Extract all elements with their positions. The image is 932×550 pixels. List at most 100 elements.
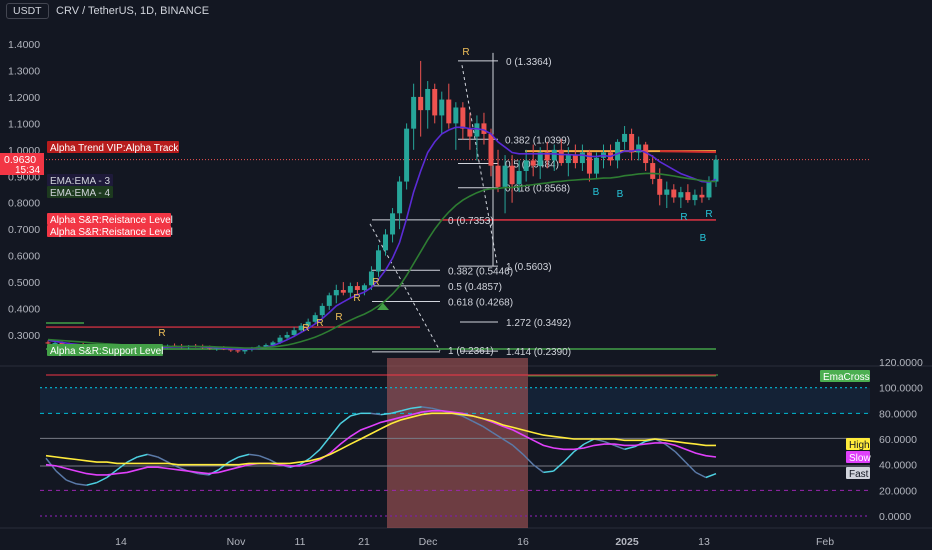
- candle-body: [544, 152, 550, 161]
- fast-line-segment: [563, 451, 575, 463]
- fast-line-segment: [532, 464, 544, 473]
- price-tick-label: 0.6000: [8, 251, 40, 263]
- time-tick-label: 11: [295, 536, 306, 548]
- candle-body: [52, 342, 58, 344]
- price-tick-label: 1.3000: [8, 65, 40, 77]
- fib-lower-label: 0.618 (0.4268): [448, 297, 513, 308]
- fast-line-segment: [492, 431, 504, 440]
- signal-marker: R: [462, 47, 469, 58]
- osc-tick-label: 20.0000: [879, 485, 917, 497]
- fast-line-segment: [522, 453, 534, 466]
- candle-body: [432, 88, 438, 116]
- candle-body: [305, 321, 311, 326]
- candle-body: [298, 325, 304, 331]
- fast-line-segment: [461, 415, 473, 422]
- fast-line-segment: [472, 420, 483, 427]
- resistance-tag-1: Alpha S&R:Reistance Level: [50, 215, 173, 226]
- candle-body: [333, 290, 339, 296]
- ema4-tag: EMA:EMA - 4: [50, 188, 110, 199]
- osc-tick-label: 60.0000: [879, 434, 917, 446]
- candle-body: [579, 152, 585, 164]
- fast-line-segment: [66, 479, 77, 485]
- fib-lower-trend: [369, 223, 441, 352]
- candle-body: [270, 342, 276, 346]
- candle-body: [235, 350, 241, 352]
- signal-marker: R: [372, 277, 379, 288]
- fib-lower-label: 0 (0.7353): [448, 216, 494, 227]
- candle-body: [664, 189, 670, 195]
- currency-selector[interactable]: USDT: [6, 3, 49, 19]
- price-tick-label: 0.4000: [8, 304, 40, 316]
- signal-marker: R: [158, 328, 165, 339]
- buy-triangle: [377, 303, 389, 310]
- resistance-tag-1-bg: [47, 213, 171, 225]
- time-tick-label: Nov: [227, 536, 246, 548]
- candle-body: [615, 141, 621, 161]
- fast-line-segment: [401, 407, 412, 412]
- fast-line-segment: [96, 476, 108, 484]
- candle-body: [572, 155, 578, 164]
- alpha-track-tag: Alpha Trend VIP:Alpha Track: [50, 143, 179, 154]
- slow-line: [45, 410, 717, 476]
- fast-line-segment: [86, 481, 97, 486]
- fib-lower-label: 0.5 (0.4857): [448, 282, 502, 293]
- current-price-value: 0.9630: [4, 154, 36, 166]
- support-tag-bg: [47, 344, 163, 356]
- candle-body: [45, 342, 51, 344]
- signal-marker: R: [680, 212, 687, 223]
- ema3-line: [47, 126, 717, 351]
- fast-line-segment: [339, 415, 351, 425]
- chart-title: CRV / TetherUS, 1D, BINANCE: [56, 5, 210, 17]
- signal-marker: B: [617, 189, 624, 200]
- candle-body: [692, 194, 698, 201]
- candle-body: [713, 159, 719, 182]
- fast-line-segment: [147, 453, 158, 458]
- signal-marker: R: [335, 312, 342, 323]
- candle-body: [481, 123, 487, 134]
- candle-body: [685, 192, 691, 201]
- candle-body: [277, 337, 283, 343]
- candle-body: [439, 99, 445, 116]
- fast-tag: Fast: [849, 469, 869, 480]
- fib-lower-label: 0.382 (0.5446): [448, 266, 513, 277]
- fast-line-segment: [685, 461, 697, 473]
- high-tag: High: [849, 440, 870, 451]
- fast-line-segment: [614, 444, 625, 450]
- candle-body: [622, 133, 628, 142]
- candle-body: [558, 149, 564, 164]
- candle-body: [383, 234, 389, 251]
- fast-line-segment: [390, 410, 402, 415]
- candle-body: [636, 144, 642, 153]
- price-tick-label: 0.5000: [8, 277, 40, 289]
- candle-body: [291, 330, 297, 335]
- time-tick-label: 13: [698, 536, 710, 548]
- candle-body: [59, 342, 65, 344]
- candle-body: [446, 99, 452, 124]
- resistance-tag-2-bg: [47, 225, 171, 237]
- candle-body: [706, 181, 712, 198]
- candle-body: [397, 181, 403, 214]
- candle-body: [488, 133, 494, 166]
- time-tick-label: 14: [115, 536, 127, 548]
- fast-line-segment: [502, 438, 514, 447]
- price-tick-label: 0.8000: [8, 198, 40, 210]
- fast-line-segment: [553, 461, 565, 472]
- candle-body: [390, 213, 396, 235]
- candle-body: [509, 165, 515, 185]
- fast-line-segment: [198, 472, 209, 476]
- fast-line-segment: [248, 453, 260, 457]
- fast-line-segment: [319, 435, 331, 450]
- candle-body: [643, 144, 649, 164]
- price-tick-label: 0.7000: [8, 224, 40, 236]
- slow-tag-bg: [846, 451, 870, 463]
- fast-line-segment: [705, 472, 717, 479]
- price-countdown: 15:34: [15, 165, 40, 176]
- fast-line-segment: [55, 470, 67, 481]
- price-tick-label: 1.1000: [8, 118, 40, 130]
- candle-body: [565, 155, 571, 164]
- signal-marker: R: [302, 323, 309, 334]
- resistance-tag-2: Alpha S&R:Reistance Level: [50, 227, 173, 238]
- signal-marker: R: [353, 293, 360, 304]
- time-tick-label: 2025: [615, 536, 639, 548]
- fast-line-segment: [482, 425, 494, 434]
